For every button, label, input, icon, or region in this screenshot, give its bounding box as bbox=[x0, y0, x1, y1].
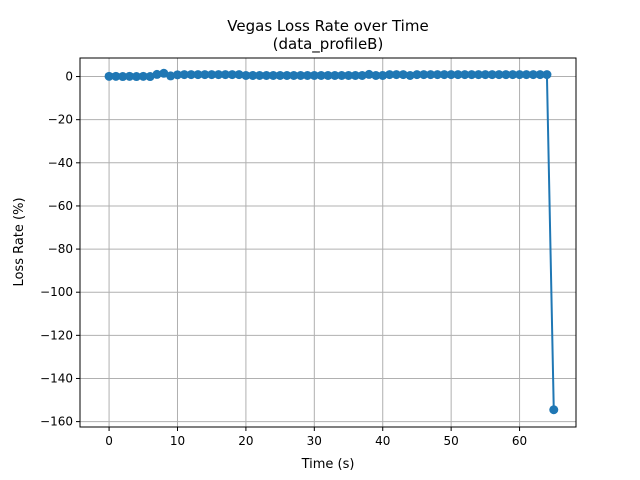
data-point bbox=[131, 72, 141, 82]
data-point bbox=[467, 70, 477, 80]
data-point bbox=[241, 70, 251, 80]
data-point bbox=[145, 72, 155, 82]
data-point bbox=[296, 70, 306, 80]
data-point bbox=[166, 71, 176, 81]
data-point bbox=[200, 70, 210, 80]
data-point bbox=[152, 69, 162, 79]
data-point bbox=[501, 70, 511, 80]
data-point bbox=[371, 70, 381, 80]
data-point bbox=[316, 70, 326, 80]
y-tick-label: −160 bbox=[40, 415, 73, 429]
data-point bbox=[179, 70, 189, 80]
data-point bbox=[419, 70, 429, 80]
data-point bbox=[220, 70, 230, 80]
data-point bbox=[549, 405, 559, 415]
data-point bbox=[515, 70, 525, 80]
data-point bbox=[528, 70, 538, 80]
y-axis-label: Loss Rate (%) bbox=[12, 197, 27, 286]
data-point bbox=[186, 70, 196, 80]
data-point bbox=[542, 70, 552, 80]
chart-subtitle: (data_profileB) bbox=[273, 35, 384, 54]
data-point bbox=[508, 70, 518, 80]
x-tick-label: 10 bbox=[170, 434, 185, 448]
data-point bbox=[234, 70, 244, 80]
data-point bbox=[487, 70, 497, 80]
x-tick-label: 30 bbox=[307, 434, 322, 448]
data-point bbox=[275, 70, 285, 80]
data-point bbox=[138, 71, 148, 81]
data-point bbox=[268, 70, 278, 80]
data-point bbox=[207, 70, 217, 80]
data-point bbox=[118, 72, 128, 82]
data-point bbox=[357, 70, 367, 80]
data-point bbox=[323, 70, 333, 80]
data-point bbox=[261, 70, 271, 80]
y-tick-label: −60 bbox=[48, 199, 73, 213]
data-point bbox=[385, 70, 395, 80]
data-point bbox=[302, 70, 312, 80]
axis-ticks: 0 10 20 30 40 50 60 0 −20 −40 −60 −80 −100 −120 −140 −1… bbox=[40, 70, 527, 448]
data-point bbox=[398, 70, 408, 80]
data-point bbox=[480, 70, 490, 80]
data-point bbox=[255, 70, 265, 80]
data-point bbox=[378, 70, 388, 80]
data-point bbox=[330, 70, 340, 80]
data-point bbox=[405, 70, 415, 80]
y-tick-label: −80 bbox=[48, 242, 73, 256]
data-point bbox=[412, 70, 422, 80]
x-axis-label: Time (s) bbox=[301, 457, 355, 472]
data-point bbox=[159, 68, 169, 78]
x-tick-label: 20 bbox=[238, 434, 253, 448]
grid bbox=[80, 58, 576, 427]
data-point bbox=[446, 70, 456, 80]
data-point bbox=[282, 70, 292, 80]
data-point bbox=[344, 70, 354, 80]
plot-frame bbox=[79, 57, 577, 428]
series-line-group bbox=[109, 72, 555, 410]
data-point bbox=[439, 70, 449, 80]
data-point bbox=[474, 70, 484, 80]
data-point bbox=[248, 70, 258, 80]
data-point bbox=[364, 69, 374, 79]
data-point bbox=[337, 70, 347, 80]
x-tick-label: 40 bbox=[375, 434, 390, 448]
data-point bbox=[350, 70, 360, 80]
data-point bbox=[214, 70, 224, 80]
data-point bbox=[309, 70, 319, 80]
data-point bbox=[494, 70, 504, 80]
data-point bbox=[426, 70, 436, 80]
y-tick-label: −100 bbox=[40, 285, 73, 299]
data-point bbox=[227, 70, 237, 80]
data-point bbox=[125, 71, 135, 81]
data-point bbox=[104, 71, 114, 81]
y-tick-label: −120 bbox=[40, 328, 73, 342]
x-tick-label: 0 bbox=[105, 434, 113, 448]
data-points bbox=[104, 68, 559, 415]
y-tick-label: 0 bbox=[65, 70, 73, 84]
data-point bbox=[111, 71, 121, 81]
data-point bbox=[391, 70, 401, 80]
chart-title: Vegas Loss Rate over Time bbox=[227, 17, 428, 35]
y-tick-label: −140 bbox=[40, 371, 73, 385]
series-line bbox=[109, 72, 555, 410]
data-point bbox=[193, 70, 203, 80]
data-point bbox=[535, 70, 545, 80]
data-point bbox=[460, 70, 470, 80]
data-point bbox=[453, 70, 463, 80]
x-tick-label: 60 bbox=[512, 434, 527, 448]
data-point bbox=[289, 70, 299, 80]
data-point bbox=[521, 70, 531, 80]
data-point bbox=[172, 70, 182, 80]
y-tick-label: −40 bbox=[48, 156, 73, 170]
data-point bbox=[432, 70, 442, 80]
x-tick-label: 50 bbox=[444, 434, 459, 448]
y-tick-label: −20 bbox=[48, 113, 73, 127]
